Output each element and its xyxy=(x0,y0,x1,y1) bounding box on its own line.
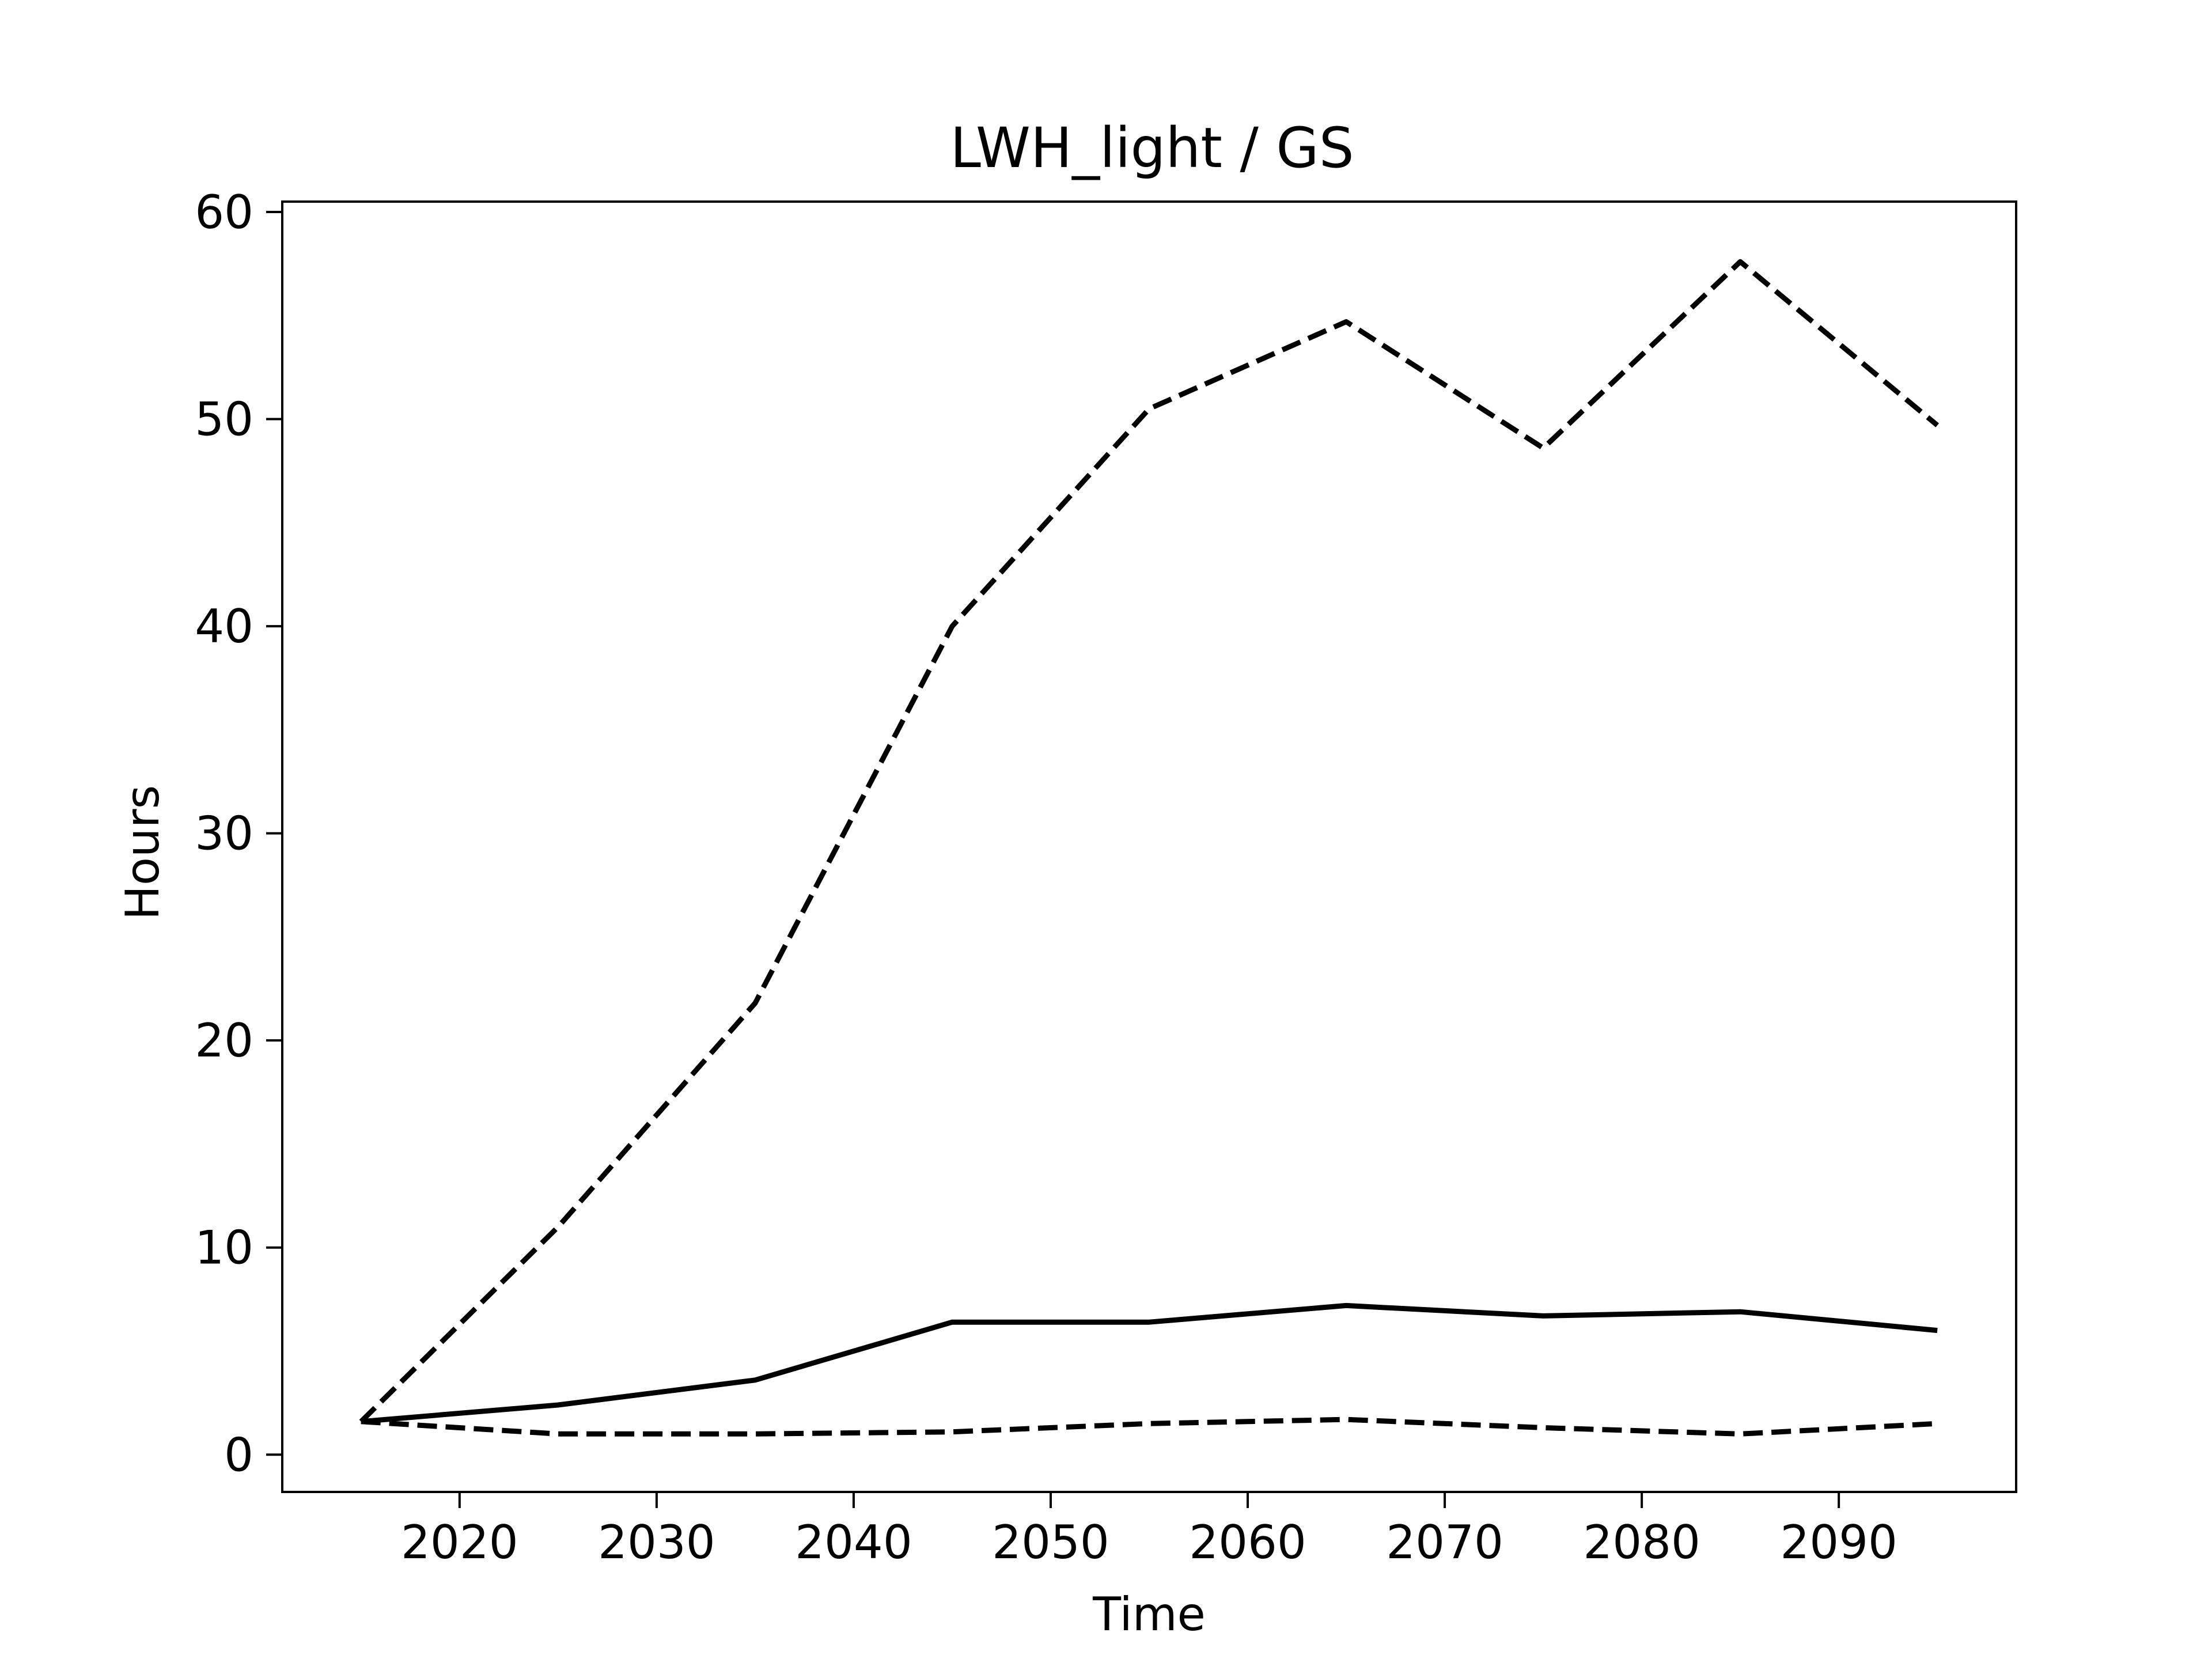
y-tick-label: 10 xyxy=(195,1221,253,1275)
series-layer xyxy=(359,259,1940,1437)
y-tick-label: 60 xyxy=(195,185,253,239)
x-tick-label: 2090 xyxy=(1780,1516,1897,1569)
y-axis: 0 10 20 30 40 50 60 xyxy=(195,185,282,1482)
x-tick-label: 2070 xyxy=(1386,1516,1503,1569)
x-tick-label: 2050 xyxy=(992,1516,1109,1569)
y-tick-label: 50 xyxy=(195,393,253,446)
x-tick-label: 2080 xyxy=(1583,1516,1700,1569)
x-tick-label: 2060 xyxy=(1189,1516,1306,1569)
y-tick-label: 40 xyxy=(195,600,253,653)
y-tick-label: 0 xyxy=(224,1428,253,1482)
y-axis-label: Hours xyxy=(116,785,169,920)
x-axis: 2020 2030 2040 2050 2060 2070 2080 2090 xyxy=(401,1492,1897,1569)
chart-title: LWH_light / GS xyxy=(950,116,1354,180)
x-tick-label: 2030 xyxy=(598,1516,715,1569)
y-tick-label: 30 xyxy=(195,807,253,861)
plot-area-frame xyxy=(281,200,2017,1493)
series-line-2 xyxy=(361,1302,1938,1425)
series-line-1 xyxy=(359,259,1940,1424)
y-tick-label: 20 xyxy=(195,1014,253,1067)
series-line-3 xyxy=(361,1416,1938,1437)
x-tick-label: 2020 xyxy=(401,1516,518,1569)
x-tick-label: 2040 xyxy=(795,1516,912,1569)
x-axis-label: Time xyxy=(1092,1588,1206,1641)
